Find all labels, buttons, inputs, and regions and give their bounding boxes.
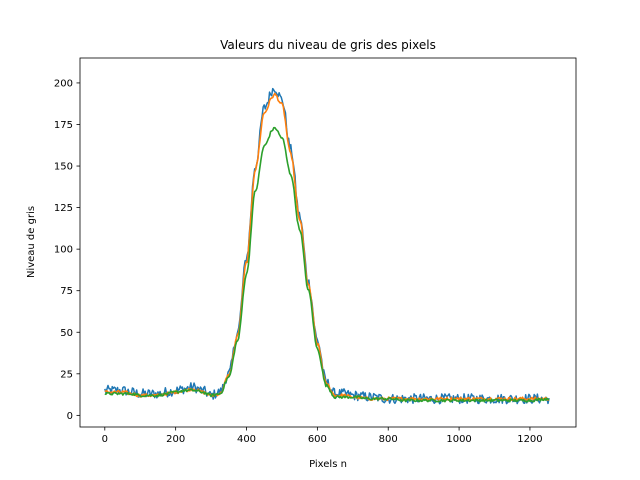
y-tick-label: 200 bbox=[54, 78, 73, 89]
series-line-1 bbox=[104, 87, 550, 405]
series-line-2 bbox=[104, 92, 550, 402]
y-tick-label: 100 bbox=[54, 245, 73, 256]
x-tick-label: 1000 bbox=[446, 434, 471, 445]
y-tick-label: 150 bbox=[54, 162, 73, 173]
y-axis-label: Niveau de gris bbox=[26, 206, 37, 278]
x-tick-label: 400 bbox=[237, 434, 256, 445]
x-tick-label: 200 bbox=[166, 434, 185, 445]
x-axis: 0 200 400 600 800 1000 1200 bbox=[102, 427, 543, 445]
y-tick-label: 125 bbox=[54, 203, 73, 214]
plot-frame bbox=[79, 57, 577, 428]
y-axis: 0 25 50 75 100 125 150 175 200 bbox=[54, 78, 80, 422]
y-tick-label: 75 bbox=[60, 286, 73, 297]
x-tick-label: 600 bbox=[308, 434, 327, 445]
series-layer bbox=[104, 87, 550, 405]
y-tick-label: 175 bbox=[54, 120, 73, 131]
y-tick-label: 50 bbox=[60, 328, 73, 339]
y-tick-label: 25 bbox=[60, 369, 73, 380]
x-tick-label: 1200 bbox=[517, 434, 542, 445]
x-axis-label: Pixels n bbox=[309, 459, 347, 470]
y-tick-label: 0 bbox=[67, 411, 73, 422]
x-tick-label: 800 bbox=[379, 434, 398, 445]
chart-title: Valeurs du niveau de gris des pixels bbox=[220, 38, 436, 52]
x-tick-label: 0 bbox=[102, 434, 108, 445]
series-line-3 bbox=[104, 126, 550, 403]
